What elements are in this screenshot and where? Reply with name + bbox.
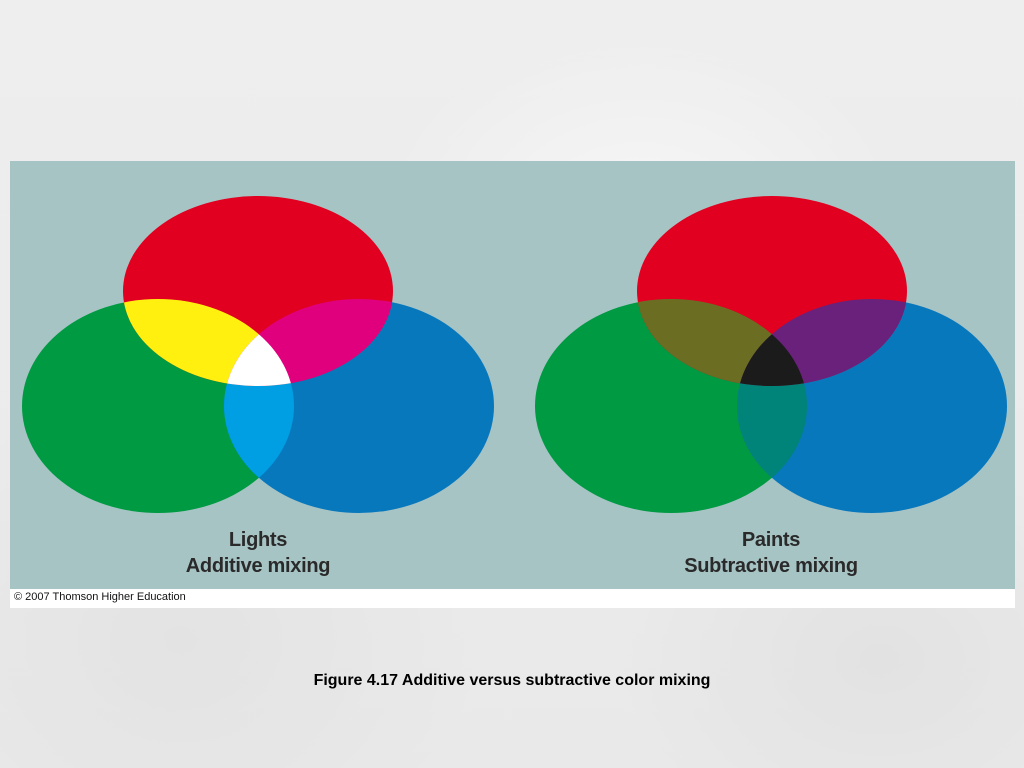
additive-red-blue-overlap <box>224 299 393 386</box>
subtractive-red-blue-overlap <box>737 299 907 386</box>
credit-strip: © 2007 Thomson Higher Education <box>10 589 1015 608</box>
subtractive-label-title: Paints <box>741 529 801 551</box>
additive-venn-diagram <box>22 196 494 513</box>
color-mixing-diagrams <box>22 196 1007 513</box>
figure-panel: Lights Additive mixing Paints Subtractiv… <box>10 161 1015 589</box>
copyright-credit: © 2007 Thomson Higher Education <box>14 591 186 603</box>
additive-label-title: Lights <box>228 529 288 551</box>
figure-caption: Figure 4.17 Additive versus subtractive … <box>313 672 711 689</box>
additive-label-subtitle: Additive mixing <box>185 555 331 577</box>
subtractive-venn-diagram <box>535 196 1007 513</box>
additive-red-green-overlap <box>123 299 294 386</box>
subtractive-red-green-overlap <box>637 299 807 386</box>
subtractive-label-subtitle: Subtractive mixing <box>684 555 858 577</box>
